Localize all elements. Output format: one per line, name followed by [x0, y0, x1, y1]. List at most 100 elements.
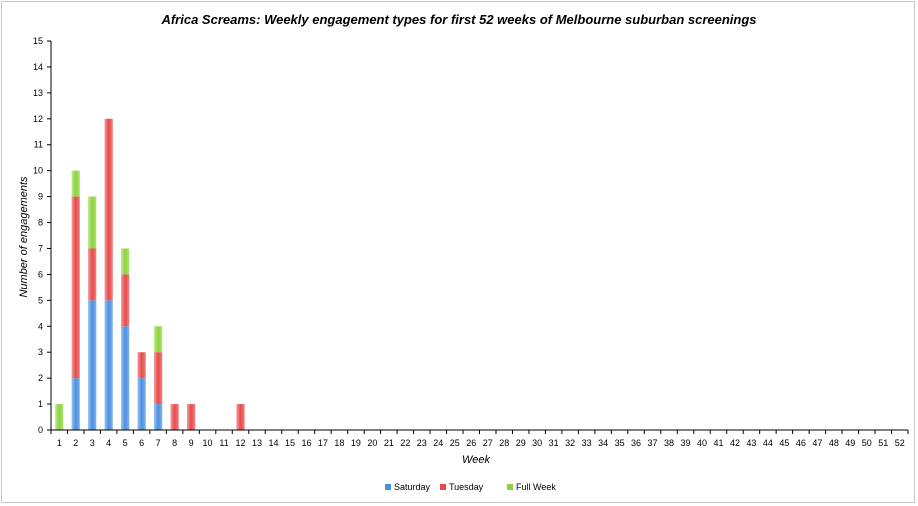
x-tick-label: 41	[713, 438, 723, 448]
x-tick-label: 8	[172, 438, 177, 448]
x-tick-label: 45	[779, 438, 789, 448]
x-ticks-group: 1 2 3 4 5 6 7 8 9 10 11 12 13 14 15 16 17 18 19 20 21 22 23 24 2…	[50, 430, 909, 448]
x-tick-label: 27	[483, 438, 493, 448]
bar-tuesday-week-4	[104, 118, 113, 301]
y-tick-label: 2	[38, 373, 43, 383]
bar-tuesday-week-3	[88, 248, 97, 301]
x-tick-label: 24	[433, 438, 443, 448]
x-tick-label: 30	[532, 438, 542, 448]
legend: Saturday Tuesday Full Week	[385, 482, 556, 492]
bar-full-week-week-5	[121, 248, 130, 275]
x-tick-label: 34	[598, 438, 608, 448]
bar-tuesday-week-5	[121, 274, 130, 327]
y-tick-label: 8	[38, 218, 43, 228]
x-tick-label: 44	[763, 438, 773, 448]
y-tick-label: 12	[33, 114, 43, 124]
x-tick-label: 37	[648, 438, 658, 448]
x-tick-label: 18	[334, 438, 344, 448]
x-tick-label: 33	[582, 438, 592, 448]
bar-full-week-week-3	[88, 196, 97, 249]
x-tick-label: 11	[219, 438, 228, 448]
x-tick-label: 31	[549, 438, 559, 448]
x-tick-label: 32	[565, 438, 575, 448]
y-tick-label: 0	[38, 425, 43, 435]
y-tick-label: 15	[33, 36, 43, 46]
bar-tuesday-week-6	[137, 352, 146, 379]
bar-tuesday-week-7	[154, 352, 163, 405]
x-tick-label: 3	[90, 438, 95, 448]
bar-saturday-week-4	[104, 300, 113, 430]
x-tick-label: 19	[351, 438, 361, 448]
bar-tuesday-week-2	[71, 196, 80, 379]
x-tick-label: 20	[367, 438, 377, 448]
x-tick-label: 1	[57, 438, 62, 448]
x-tick-label: 47	[812, 438, 822, 448]
x-tick-label: 48	[829, 438, 839, 448]
x-tick-label: 25	[450, 438, 460, 448]
x-tick-label: 17	[318, 438, 328, 448]
bars-group	[55, 118, 245, 430]
x-tick-label: 40	[697, 438, 707, 448]
legend-swatch-saturday	[385, 484, 391, 490]
y-tick-label: 3	[38, 347, 43, 357]
x-tick-label: 16	[301, 438, 311, 448]
axes-group	[50, 41, 908, 431]
y-tick-label: 14	[33, 62, 43, 72]
bar-saturday-week-6	[137, 378, 146, 430]
chart-title: Africa Screams: Weekly engagement types …	[160, 12, 756, 27]
legend-label: Full Week	[516, 482, 556, 492]
y-tick-label: 10	[33, 166, 43, 176]
x-tick-label: 29	[516, 438, 526, 448]
x-tick-label: 42	[730, 438, 740, 448]
bar-saturday-week-2	[71, 378, 80, 430]
bar-tuesday-week-12	[236, 404, 245, 430]
x-tick-label: 2	[73, 438, 78, 448]
x-tick-label: 43	[746, 438, 756, 448]
x-tick-label: 10	[203, 438, 213, 448]
bar-full-week-week-1	[55, 404, 64, 430]
x-tick-label: 49	[845, 438, 855, 448]
bar-tuesday-week-8	[170, 404, 179, 430]
legend-swatch-tuesday	[440, 484, 446, 490]
y-tick-label: 6	[38, 269, 43, 279]
x-tick-label: 12	[236, 438, 246, 448]
bar-tuesday-week-9	[186, 404, 196, 430]
legend-label: Saturday	[394, 482, 431, 492]
y-tick-label: 1	[38, 399, 43, 409]
x-tick-label: 26	[466, 438, 476, 448]
x-tick-label: 21	[384, 438, 394, 448]
y-tick-label: 7	[38, 243, 43, 253]
x-tick-label: 4	[106, 438, 111, 448]
bar-saturday-week-3	[88, 300, 97, 430]
x-tick-label: 7	[156, 438, 161, 448]
y-tick-label: 4	[38, 321, 43, 331]
bar-saturday-week-7	[154, 404, 163, 430]
x-tick-label: 15	[285, 438, 295, 448]
y-tick-label: 5	[38, 295, 43, 305]
x-tick-label: 22	[400, 438, 410, 448]
bar-full-week-week-7	[154, 326, 163, 353]
x-tick-label: 6	[139, 438, 144, 448]
y-axis-title: Number of engagements	[18, 176, 30, 298]
x-tick-label: 23	[417, 438, 427, 448]
x-tick-label: 38	[664, 438, 674, 448]
x-tick-label: 51	[878, 438, 888, 448]
x-tick-label: 35	[615, 438, 625, 448]
x-tick-label: 39	[681, 438, 691, 448]
x-tick-label: 36	[631, 438, 641, 448]
x-tick-label: 5	[123, 438, 128, 448]
bar-saturday-week-5	[121, 326, 130, 430]
x-tick-label: 14	[268, 438, 278, 448]
y-tick-label: 9	[38, 192, 43, 202]
legend-label: Tuesday	[449, 482, 484, 492]
y-tick-label: 11	[34, 140, 43, 150]
legend-swatch-full-week	[507, 484, 513, 490]
bar-full-week-week-2	[71, 170, 80, 197]
x-axis-title: Week	[462, 454, 490, 466]
x-tick-label: 9	[189, 438, 194, 448]
y-tick-label: 13	[33, 88, 43, 98]
x-tick-label: 46	[796, 438, 806, 448]
